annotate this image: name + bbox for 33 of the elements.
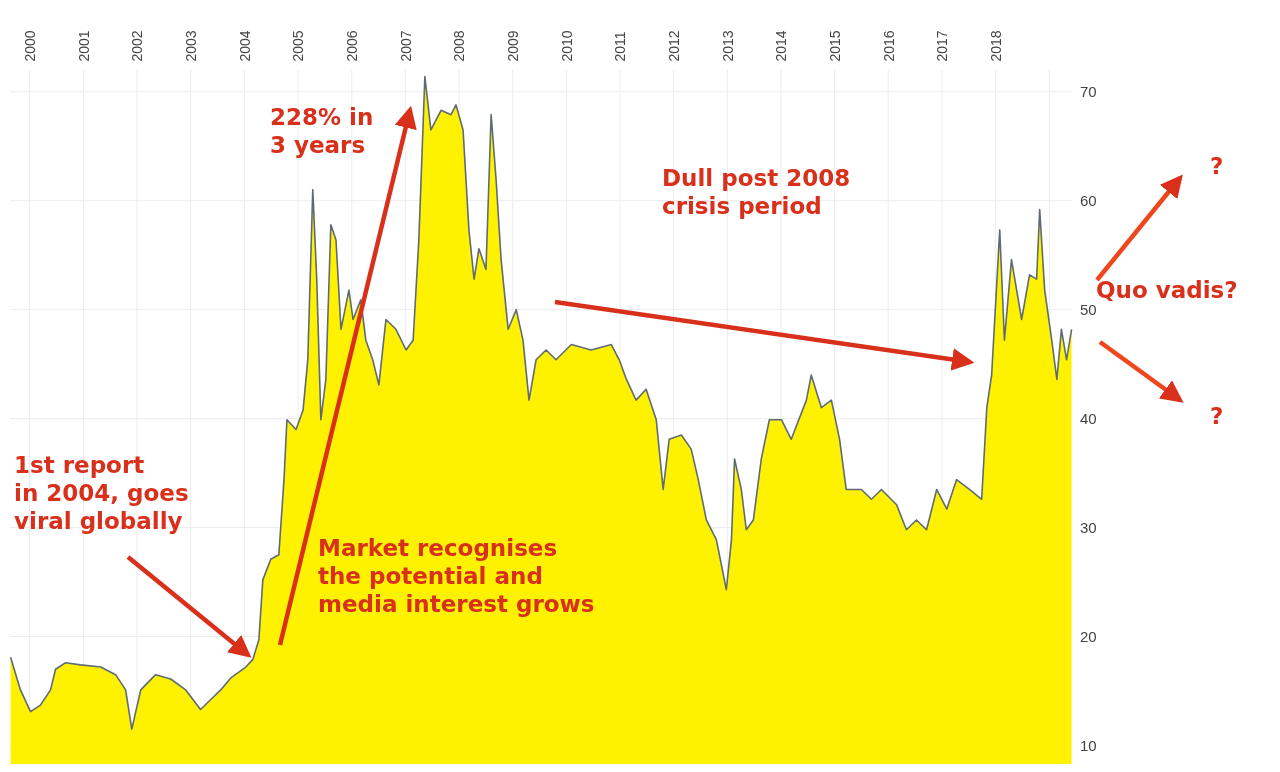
annotation: Market recognises the potential and media interest grows <box>318 535 595 618</box>
x-tick-label: 2008 <box>451 30 468 62</box>
y-tick-label: 50 <box>1080 300 1097 318</box>
y-tick-label: 40 <box>1080 409 1097 427</box>
x-tick-label: 2015 <box>827 30 843 62</box>
text: Quo vadis? <box>1096 277 1238 303</box>
x-tick-label: 2002 <box>129 30 146 62</box>
x-tick-label: 2009 <box>505 30 522 62</box>
text: ? <box>1210 403 1224 429</box>
x-tick-label: 2001 <box>75 30 92 62</box>
x-tick-label: 2007 <box>397 30 414 62</box>
x-tick-label: 2006 <box>344 30 361 62</box>
x-tick-label: 2005 <box>290 30 307 62</box>
x-tick-label: 2012 <box>665 30 682 62</box>
x-tick-label: 2003 <box>183 30 200 62</box>
text: ? <box>1210 153 1224 179</box>
y-tick-label: 60 <box>1080 192 1097 210</box>
annotation: 1st report in 2004, goes viral globally <box>14 452 189 535</box>
annotation: 228% in 3 years <box>270 104 374 159</box>
x-tick-label: 2018 <box>988 30 1005 62</box>
y-tick-label: 30 <box>1080 518 1097 536</box>
x-tick-label: 2013 <box>719 30 736 62</box>
y-tick-label: 70 <box>1080 83 1097 101</box>
x-tick-label: 2004 <box>236 30 253 62</box>
x-tick-label: 2000 <box>22 30 39 62</box>
x-tick-label: 2014 <box>773 30 790 62</box>
x-tick-label: 2016 <box>880 30 897 62</box>
x-tick-label: 2010 <box>558 30 575 62</box>
y-tick-label: 20 <box>1080 627 1097 645</box>
x-tick-label: 2011 <box>612 31 629 62</box>
y-tick-label: 10 <box>1080 736 1097 754</box>
annotation: Dull post 2008 crisis period <box>662 165 851 220</box>
x-tick-label: 2017 <box>934 30 951 62</box>
